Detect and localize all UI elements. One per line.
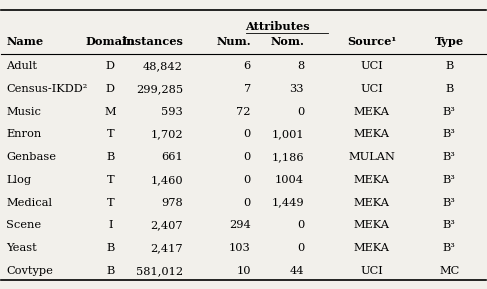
Text: B: B <box>445 84 453 94</box>
Text: B: B <box>106 152 114 162</box>
Text: Census-IKDD²: Census-IKDD² <box>6 84 88 94</box>
Text: I: I <box>108 221 112 230</box>
Text: 978: 978 <box>161 198 183 208</box>
Text: 593: 593 <box>161 107 183 117</box>
Text: T: T <box>107 198 114 208</box>
Text: 294: 294 <box>229 221 251 230</box>
Text: B³: B³ <box>443 152 456 162</box>
Text: 0: 0 <box>297 221 304 230</box>
Text: 2,417: 2,417 <box>150 243 183 253</box>
Text: T: T <box>107 175 114 185</box>
Text: B: B <box>445 61 453 71</box>
Text: 0: 0 <box>297 243 304 253</box>
Text: D: D <box>106 84 115 94</box>
Text: 0: 0 <box>244 175 251 185</box>
Text: 0: 0 <box>244 129 251 139</box>
Text: M: M <box>105 107 116 117</box>
Text: Llog: Llog <box>6 175 31 185</box>
Text: Scene: Scene <box>6 221 41 230</box>
Text: 44: 44 <box>290 266 304 276</box>
Text: Medical: Medical <box>6 198 52 208</box>
Text: MEKA: MEKA <box>354 243 390 253</box>
Text: MEKA: MEKA <box>354 107 390 117</box>
Text: UCI: UCI <box>360 61 383 71</box>
Text: 1,702: 1,702 <box>150 129 183 139</box>
Text: 581,012: 581,012 <box>136 266 183 276</box>
Text: MEKA: MEKA <box>354 175 390 185</box>
Text: MEKA: MEKA <box>354 198 390 208</box>
Text: MEKA: MEKA <box>354 221 390 230</box>
Text: Yeast: Yeast <box>6 243 37 253</box>
Text: 1,460: 1,460 <box>150 175 183 185</box>
Text: 0: 0 <box>244 198 251 208</box>
Text: Domain: Domain <box>85 36 135 47</box>
Text: 1,186: 1,186 <box>271 152 304 162</box>
Text: B: B <box>106 243 114 253</box>
Text: MC: MC <box>439 266 459 276</box>
Text: 103: 103 <box>229 243 251 253</box>
Text: 10: 10 <box>236 266 251 276</box>
Text: 6: 6 <box>244 61 251 71</box>
Text: Adult: Adult <box>6 61 37 71</box>
Text: Source¹: Source¹ <box>347 36 396 47</box>
Text: Music: Music <box>6 107 41 117</box>
Text: 0: 0 <box>297 107 304 117</box>
Text: Nom.: Nom. <box>270 36 304 47</box>
Text: 33: 33 <box>290 84 304 94</box>
Text: 661: 661 <box>161 152 183 162</box>
Text: UCI: UCI <box>360 266 383 276</box>
Text: B³: B³ <box>443 198 456 208</box>
Text: 8: 8 <box>297 61 304 71</box>
Text: Genbase: Genbase <box>6 152 56 162</box>
Text: T: T <box>107 129 114 139</box>
Text: Attributes: Attributes <box>245 21 310 32</box>
Text: B³: B³ <box>443 107 456 117</box>
Text: 1,449: 1,449 <box>271 198 304 208</box>
Text: B³: B³ <box>443 243 456 253</box>
Text: 7: 7 <box>244 84 251 94</box>
Text: 1,001: 1,001 <box>271 129 304 139</box>
Text: 48,842: 48,842 <box>143 61 183 71</box>
Text: B³: B³ <box>443 221 456 230</box>
Text: D: D <box>106 61 115 71</box>
Text: MULAN: MULAN <box>348 152 395 162</box>
Text: 0: 0 <box>244 152 251 162</box>
Text: Num.: Num. <box>216 36 251 47</box>
Text: B³: B³ <box>443 175 456 185</box>
Text: Enron: Enron <box>6 129 41 139</box>
Text: 2,407: 2,407 <box>150 221 183 230</box>
Text: 1004: 1004 <box>275 175 304 185</box>
Text: B: B <box>106 266 114 276</box>
Text: Name: Name <box>6 36 43 47</box>
Text: 299,285: 299,285 <box>136 84 183 94</box>
Text: Instances: Instances <box>121 36 183 47</box>
Text: MEKA: MEKA <box>354 129 390 139</box>
Text: 72: 72 <box>236 107 251 117</box>
Text: Covtype: Covtype <box>6 266 53 276</box>
Text: B³: B³ <box>443 129 456 139</box>
Text: UCI: UCI <box>360 84 383 94</box>
Text: Type: Type <box>435 36 464 47</box>
